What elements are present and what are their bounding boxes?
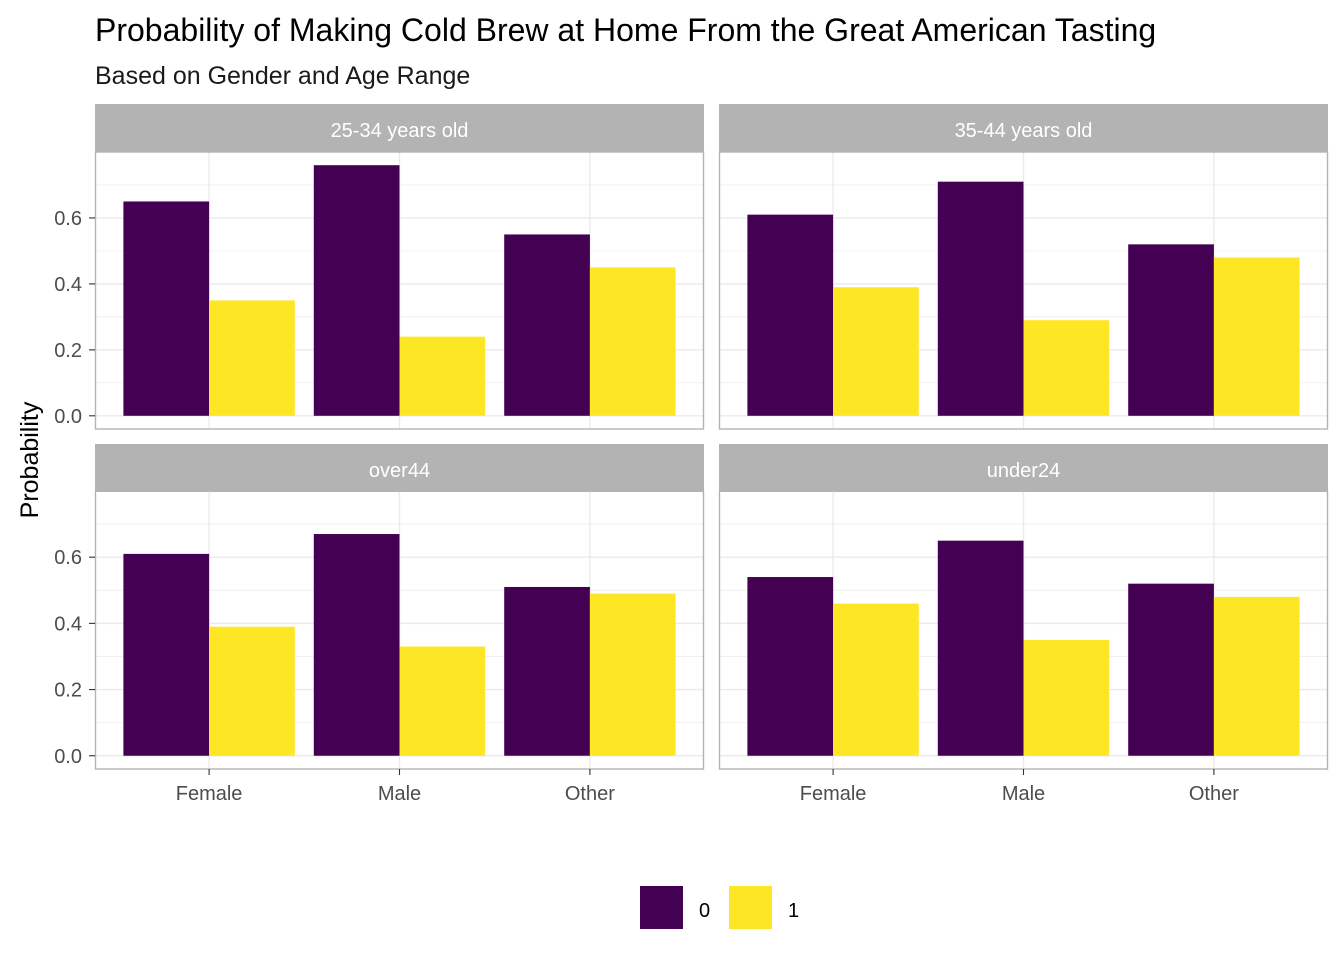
bar-series-1 bbox=[1023, 320, 1110, 416]
y-tick-label: 0.6 bbox=[54, 547, 82, 569]
facet-strip bbox=[95, 104, 704, 152]
bar-series-1 bbox=[589, 593, 676, 756]
legend-key-0 bbox=[640, 886, 683, 929]
bar-series-0 bbox=[1128, 583, 1214, 756]
y-tick-label: 0.2 bbox=[54, 340, 82, 362]
bar-series-0 bbox=[1128, 244, 1214, 416]
facet-strip-label: 35-44 years old bbox=[955, 120, 1093, 142]
bar-series-0 bbox=[504, 586, 590, 756]
bar-series-1 bbox=[399, 336, 486, 416]
legend-key-1 bbox=[729, 886, 772, 929]
facet-panels: 25-34 years old 0.0 0.2 0.4 0.6 35-44 years o… bbox=[54, 104, 1329, 805]
bar-series-1 bbox=[1213, 596, 1300, 756]
x-tick-label: Female bbox=[800, 783, 867, 805]
bar-series-1 bbox=[209, 626, 295, 756]
y-tick-label: 0.0 bbox=[54, 406, 82, 428]
bar-series-0 bbox=[313, 534, 400, 756]
bar-series-0 bbox=[937, 181, 1024, 416]
bar-series-1 bbox=[1023, 639, 1110, 756]
bar-series-0 bbox=[747, 214, 834, 416]
bar-series-0 bbox=[504, 234, 590, 416]
x-tick-label: Male bbox=[378, 783, 421, 805]
bar-series-0 bbox=[747, 577, 834, 756]
bar-series-1 bbox=[589, 267, 676, 416]
x-tick-label: Male bbox=[1002, 783, 1045, 805]
bar-series-0 bbox=[313, 165, 400, 416]
facet-strip bbox=[719, 444, 1328, 492]
legend-label-1: 1 bbox=[788, 900, 799, 922]
facet-panel: over44 0.0 0.2 0.4 0.6 Female Male Other bbox=[54, 444, 705, 805]
facet-panel: under24 Female Male Other bbox=[718, 444, 1329, 805]
x-tick-label: Female bbox=[176, 783, 243, 805]
facet-panel: 25-34 years old 0.0 0.2 0.4 0.6 bbox=[54, 104, 705, 430]
y-tick-label: 0.2 bbox=[54, 680, 82, 702]
facet-panel: 35-44 years old bbox=[718, 104, 1329, 430]
bar-series-0 bbox=[937, 540, 1024, 756]
chart-subtitle: Based on Gender and Age Range bbox=[95, 62, 470, 90]
facet-strip-label: under24 bbox=[987, 460, 1060, 482]
y-axis-title: Probability bbox=[16, 401, 44, 518]
legend-label-0: 0 bbox=[699, 900, 710, 922]
panel-border bbox=[718, 151, 1329, 430]
panel-border bbox=[94, 151, 705, 430]
bar-series-1 bbox=[833, 603, 919, 756]
bar-series-1 bbox=[399, 646, 486, 756]
y-tick-label: 0.4 bbox=[54, 613, 82, 635]
bar-series-1 bbox=[1213, 257, 1300, 416]
y-tick-label: 0.6 bbox=[54, 208, 82, 230]
facet-strip bbox=[719, 104, 1328, 152]
y-tick-label: 0.4 bbox=[54, 274, 82, 296]
x-tick-label: Other bbox=[1189, 783, 1239, 805]
bar-series-0 bbox=[123, 201, 210, 416]
chart-title: Probability of Making Cold Brew at Home … bbox=[95, 12, 1156, 48]
facet-strip bbox=[95, 444, 704, 492]
bar-series-1 bbox=[209, 300, 295, 416]
facet-strip-label: 25-34 years old bbox=[331, 120, 469, 142]
y-tick-label: 0.0 bbox=[54, 746, 82, 768]
x-tick-label: Other bbox=[565, 783, 615, 805]
bar-series-1 bbox=[833, 287, 919, 416]
facet-strip-label: over44 bbox=[369, 460, 430, 482]
bar-series-0 bbox=[123, 553, 210, 756]
